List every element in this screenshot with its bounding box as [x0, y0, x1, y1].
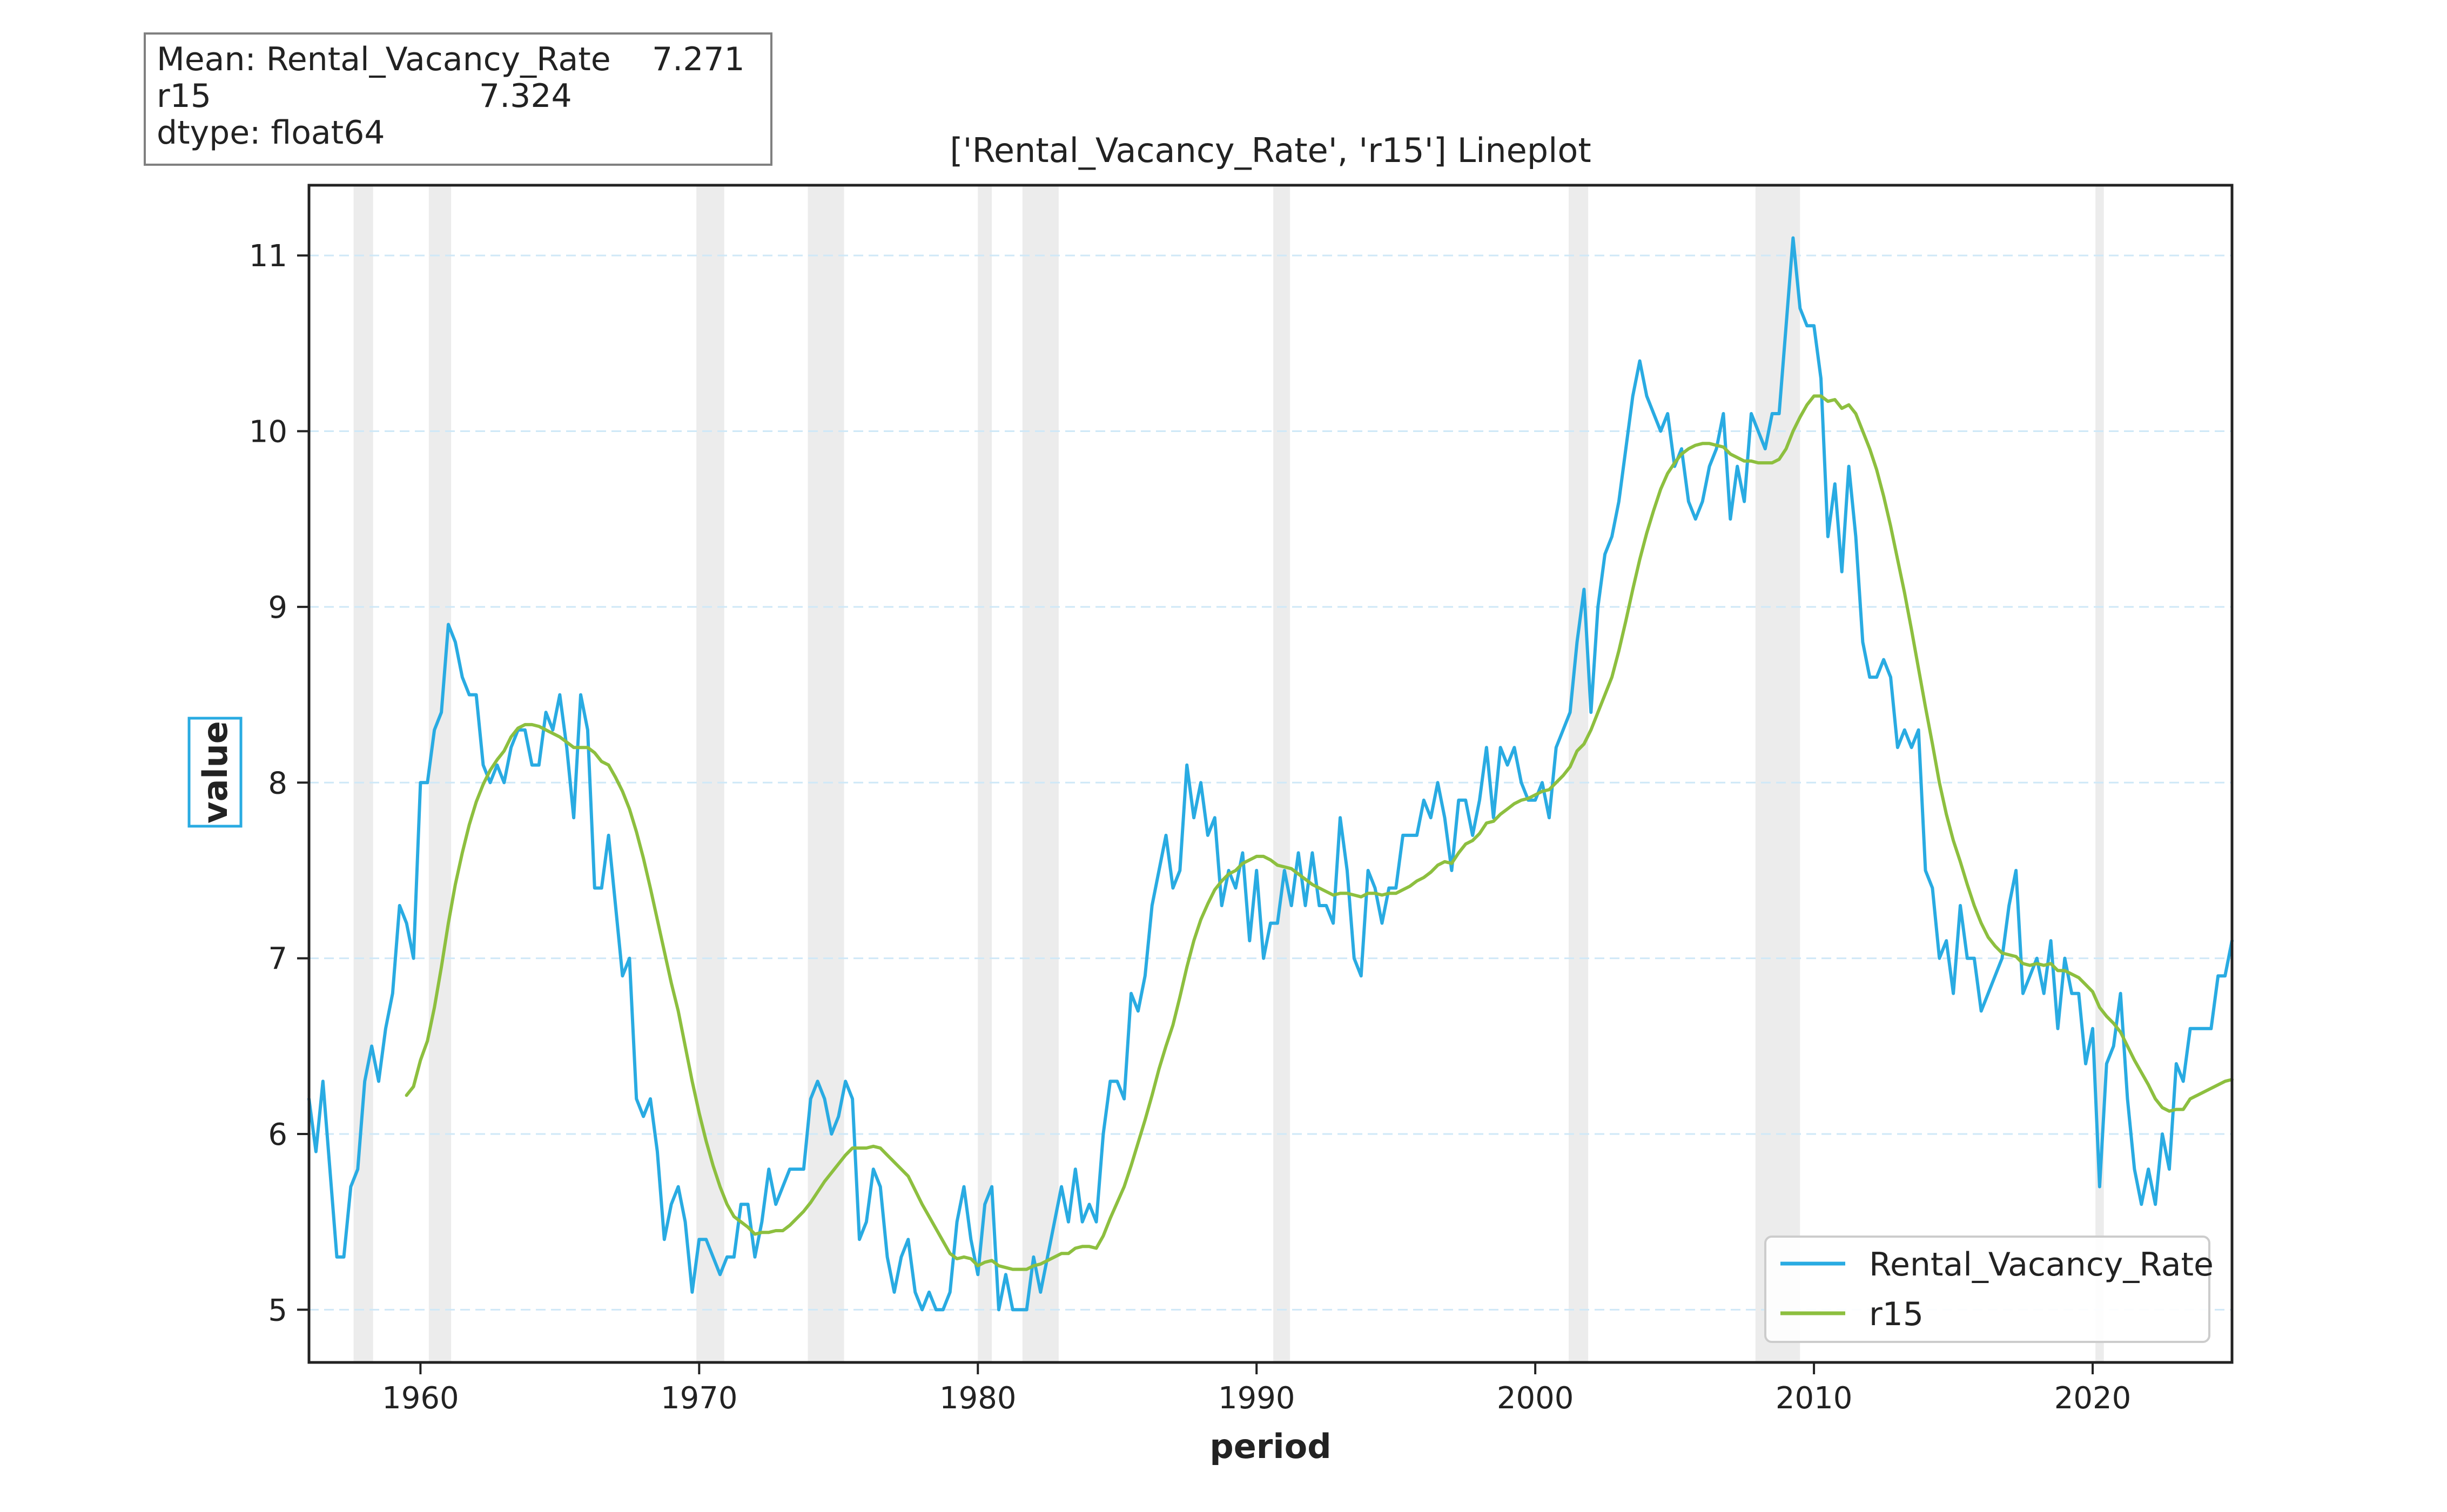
recession-band	[978, 185, 992, 1362]
x-axis-label: period	[1209, 1427, 1331, 1466]
legend: Rental_Vacancy_Rate r15	[1764, 1236, 2214, 1343]
chart-title: ['Rental_Vacancy_Rate', 'r15'] Lineplot	[950, 131, 1591, 170]
plot-frame	[307, 184, 2234, 1364]
series-line-r15	[405, 394, 2234, 1271]
x-tick-label: 1980	[939, 1381, 1017, 1416]
recession-band	[696, 185, 724, 1362]
y-axis-label-frame	[187, 717, 243, 828]
recession-band	[353, 185, 373, 1362]
y-tick-label: 9	[268, 590, 287, 625]
x-tick-label: 2020	[2054, 1381, 2132, 1416]
y-tick-label: 8	[268, 766, 287, 801]
x-tick-label: 2010	[1776, 1381, 1853, 1416]
y-axis-label-group: value	[187, 717, 243, 828]
recession-band	[2095, 185, 2104, 1362]
recession-band	[1569, 185, 1589, 1362]
x-tick-label: 2000	[1497, 1381, 1574, 1416]
y-axis-label: value	[196, 721, 235, 824]
recession-band	[1273, 185, 1290, 1362]
stats-box-frame	[144, 32, 772, 166]
series-lines	[307, 236, 2234, 1312]
series-line-rental-vacancy-rate	[307, 236, 2234, 1312]
recession-band	[428, 185, 452, 1362]
stats-box-line1: Mean: Rental_Vacancy_Rate 7.271	[157, 40, 745, 78]
recession-band	[1022, 185, 1059, 1362]
stats-box: Mean: Rental_Vacancy_Rate 7.271 r15 7.32…	[144, 32, 772, 166]
recession-bands	[353, 185, 2104, 1362]
y-tick-label: 11	[249, 239, 287, 274]
legend-frame	[1764, 1236, 2210, 1343]
x-tick-label: 1960	[382, 1381, 459, 1416]
y-tick-label: 7	[268, 942, 287, 977]
recession-band	[808, 185, 844, 1362]
y-tick-label: 10	[249, 415, 287, 450]
y-tick-label: 5	[268, 1293, 287, 1328]
x-tick-label: 1990	[1218, 1381, 1295, 1416]
x-tick-label: 1970	[661, 1381, 738, 1416]
recession-band	[1755, 185, 1800, 1362]
y-tick-label: 6	[268, 1117, 287, 1152]
stats-box-line3: dtype: float64	[157, 114, 385, 152]
x-axis-ticks: 1960 1970 1980 1990 2000 2010 2020	[382, 1362, 2131, 1416]
y-axis-ticks: 5 6 7 8 9 10 11	[249, 239, 309, 1328]
legend-label-r15: r15	[1869, 1295, 1924, 1333]
legend-label-rental-vacancy-rate: Rental_Vacancy_Rate	[1869, 1246, 2214, 1284]
stats-box-line2: r15 7.324	[157, 77, 572, 115]
